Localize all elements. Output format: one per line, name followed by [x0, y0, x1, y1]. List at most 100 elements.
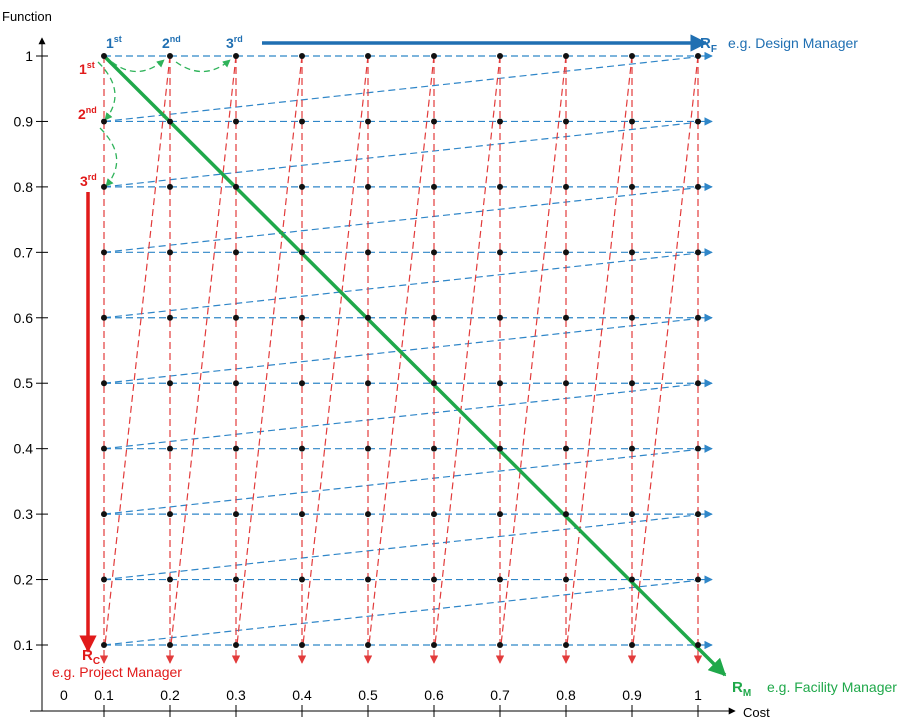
cost-rank-arc-2 [99, 127, 118, 187]
mixed-route-arrow [102, 54, 727, 677]
function-order-2: 2nd [162, 34, 181, 51]
cost-order-1: 1st [79, 60, 95, 77]
axes: Function Cost 0 10.90.80.70.60.50.40.30.… [2, 9, 770, 720]
x-tick-label: 0.2 [160, 687, 180, 703]
grid-point [563, 642, 569, 648]
grid-point [431, 642, 437, 648]
grid-point [629, 642, 635, 648]
grid-point [299, 511, 305, 518]
grid-point [431, 53, 437, 59]
route-function-label: RF e.g. Design Manager [700, 35, 858, 55]
grid-point [431, 118, 437, 125]
function-rank-arc-2 [175, 59, 231, 73]
grid-point [365, 314, 371, 321]
grid-point [299, 576, 305, 583]
grid-point [497, 314, 503, 321]
grid-point [101, 314, 107, 321]
cost-rank-arc-1 [97, 61, 116, 121]
grid-point [695, 118, 701, 125]
grid-point [299, 118, 305, 125]
function-route-lines [103, 51, 713, 650]
route-cost-label: RC e.g. Project Manager [52, 647, 182, 680]
grid-point [101, 576, 107, 583]
grid-point [563, 118, 569, 125]
cost-return-line [170, 55, 237, 646]
grid-point [299, 314, 305, 321]
grid-point [365, 576, 371, 583]
grid-point [233, 380, 239, 387]
grid-point [695, 249, 701, 256]
grid-point [167, 314, 173, 321]
function-return-line [103, 383, 697, 450]
grid-point [431, 511, 437, 518]
cost-return-line [236, 55, 303, 646]
grid-point [167, 249, 173, 256]
grid-point [563, 576, 569, 583]
grid-point [497, 576, 503, 583]
cost-return-line [500, 55, 567, 646]
x-tick-label: 0.8 [556, 687, 576, 703]
grid-point [101, 118, 107, 125]
grid-point [431, 576, 437, 583]
grid-point [695, 511, 701, 518]
grid-point [299, 53, 305, 59]
grid-point [695, 642, 701, 648]
grid-point [365, 511, 371, 518]
grid-point [497, 445, 503, 452]
grid-point [563, 380, 569, 387]
function-return-line [103, 121, 697, 188]
cost-return-line [632, 55, 699, 646]
grid-point [167, 576, 173, 583]
x-tick-label: 1 [694, 687, 702, 703]
grid-point [629, 511, 635, 518]
grid-point [695, 314, 701, 321]
grid-point [431, 183, 437, 190]
grid-point [365, 183, 371, 190]
route-mixed-letter: RM [732, 679, 751, 699]
function-return-line [103, 187, 697, 253]
y-tick-label: 0.7 [14, 244, 34, 260]
grid-point [167, 380, 173, 387]
grid-point [695, 380, 701, 387]
grid-point [233, 118, 239, 125]
grid-point [167, 53, 173, 59]
grid-point [629, 118, 635, 125]
function-return-line [103, 56, 697, 123]
grid-point [497, 511, 503, 518]
grid-point [167, 118, 173, 125]
grid-point [365, 380, 371, 387]
grid-point [629, 445, 635, 452]
x-tick-label: 0.5 [358, 687, 378, 703]
cost-order-3: 3rd [80, 172, 97, 189]
grid-point [695, 576, 701, 583]
grid-point [167, 183, 173, 190]
grid-point [695, 445, 701, 452]
grid-point [497, 642, 503, 648]
x-tick-label: 0.3 [226, 687, 246, 703]
y-tick-label: 0.2 [14, 572, 34, 588]
grid-point [365, 642, 371, 648]
grid-point [563, 249, 569, 256]
x-tick-label: 0.6 [424, 687, 444, 703]
grid-points [101, 53, 701, 648]
grid-point [431, 380, 437, 387]
function-order-labels: 1st 2nd 3rd [106, 34, 243, 51]
grid-point [233, 511, 239, 518]
grid-point [497, 380, 503, 387]
route-mixed-role: e.g. Facility Manager [767, 679, 897, 695]
grid-point [233, 642, 239, 648]
grid-point [365, 249, 371, 256]
grid-point [101, 445, 107, 452]
grid-point [695, 183, 701, 190]
y-tick-label: 0.5 [14, 375, 34, 391]
grid-point [101, 380, 107, 387]
grid-point [233, 183, 239, 190]
x-axis-ticks: 0.1 0.2 0.3 0.4 0.5 0.6 0.7 0.8 0.9 1 [94, 687, 702, 717]
grid-point [233, 576, 239, 583]
y-axis-title: Function [2, 9, 52, 24]
grid-point [101, 53, 107, 59]
y-tick-label: 0.4 [14, 441, 34, 457]
y-tick-label: 0.9 [14, 113, 34, 129]
grid-point [233, 314, 239, 321]
grid-point [629, 53, 635, 59]
